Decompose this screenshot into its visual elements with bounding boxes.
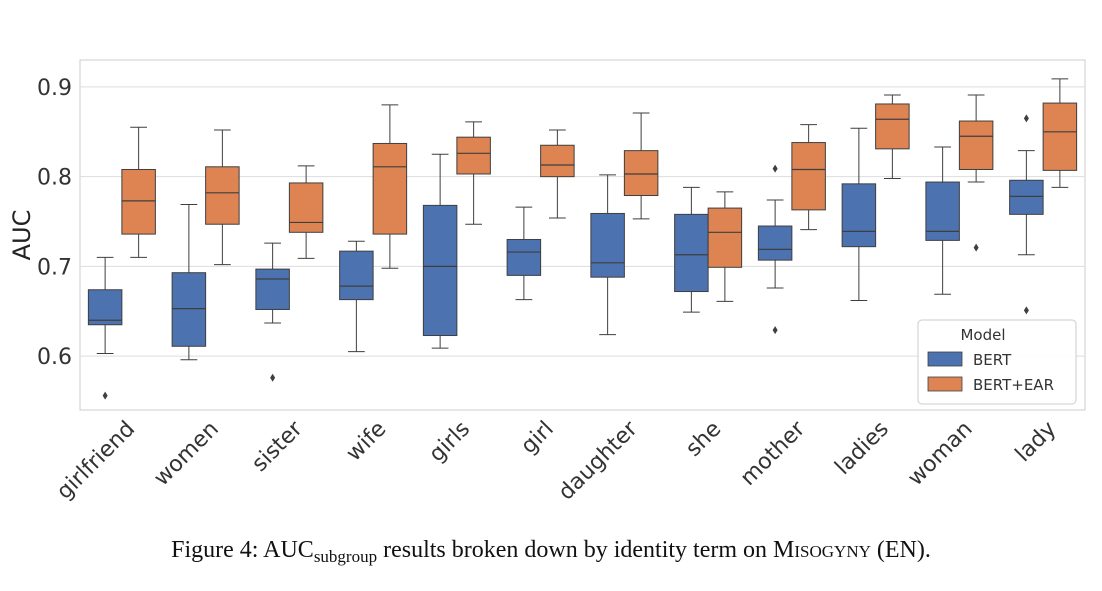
box-iqr xyxy=(925,181,960,241)
box-iqr xyxy=(372,142,408,235)
y-tick-label: 0.9 xyxy=(37,76,72,101)
caption-prefix: Figure 4: AUC xyxy=(171,537,314,563)
x-tick-label: lady xyxy=(1011,417,1062,468)
box-iqr xyxy=(841,183,877,248)
box-iqr xyxy=(707,207,743,268)
box-bert-ear-woman xyxy=(958,94,994,252)
box-bert-ear-girls xyxy=(456,121,491,225)
outlier-point xyxy=(270,373,276,382)
x-tick-label: she xyxy=(681,417,726,462)
box-iqr xyxy=(875,103,910,150)
outlier-point xyxy=(1023,306,1029,315)
box-bert-girlfriend xyxy=(87,256,123,400)
box-bert-she xyxy=(674,186,709,313)
box-bert-ear-daughter xyxy=(623,112,659,220)
x-tick-label: women xyxy=(149,417,224,492)
box-iqr xyxy=(623,150,659,197)
x-tick-label: sister xyxy=(247,416,308,477)
box-bert-girls xyxy=(422,153,458,349)
x-tick-label: ladies xyxy=(830,417,893,480)
legend: Model BERT BERT+EAR xyxy=(917,319,1077,405)
x-tick-label: wife xyxy=(342,417,392,467)
box-bert-ear-ladies xyxy=(875,94,910,179)
legend-swatch xyxy=(927,351,963,367)
x-tick-label: girls xyxy=(424,417,475,468)
box-bert-ear-lady xyxy=(1042,78,1078,188)
caption-dataset: Misogyny xyxy=(773,537,871,563)
box-iqr xyxy=(540,144,575,178)
box-bert-ear-girlfriend xyxy=(121,126,156,258)
outlier-point xyxy=(1023,114,1029,123)
x-tick-label: mother xyxy=(736,416,811,491)
legend-swatch xyxy=(927,376,963,392)
box-bert-women xyxy=(171,203,207,361)
box-bert-ear-girl xyxy=(540,129,575,219)
box-iqr xyxy=(288,182,324,233)
box-bert-ear-mother xyxy=(791,124,826,231)
x-tick-label: girl xyxy=(516,417,559,460)
figure-caption: Figure 4: AUCsubgroup results broken dow… xyxy=(0,537,1102,567)
box-iqr xyxy=(1009,179,1044,215)
box-iqr xyxy=(506,238,542,276)
legend-title: Model xyxy=(960,326,1005,344)
box-iqr xyxy=(339,250,374,301)
caption-subscript: subgroup xyxy=(313,547,378,566)
x-tick-label: daughter xyxy=(554,416,643,505)
legend-entry-label: BERT+EAR xyxy=(973,376,1054,394)
caption-middle: results broken down by identity term on xyxy=(377,537,774,563)
box-iqr xyxy=(757,225,793,261)
box-bert-ear-she xyxy=(707,191,743,302)
box-iqr xyxy=(590,212,625,278)
box-iqr xyxy=(791,142,826,211)
box-bert-wife xyxy=(339,240,374,353)
box-iqr xyxy=(422,204,458,337)
y-tick-label: 0.7 xyxy=(37,255,72,280)
box-bert-woman xyxy=(925,146,960,295)
box-bert-sister xyxy=(255,242,290,382)
outlier-point xyxy=(102,391,108,400)
box-iqr xyxy=(1042,102,1078,171)
outlier-point xyxy=(973,243,979,252)
box-iqr xyxy=(958,120,994,170)
box-bert-daughter xyxy=(590,174,625,336)
legend-entry-label: BERT xyxy=(973,351,1012,369)
box-iqr xyxy=(205,166,240,225)
box-iqr xyxy=(674,213,709,293)
y-axis-label: AUC xyxy=(8,210,36,261)
box-bert-girl xyxy=(506,206,542,301)
box-bert-ear-women xyxy=(205,129,240,266)
y-tick-label: 0.6 xyxy=(37,345,72,370)
outlier-point xyxy=(772,326,778,335)
box-iqr xyxy=(171,272,207,347)
box-iqr xyxy=(87,289,123,326)
caption-suffix: (EN). xyxy=(870,537,931,563)
box-bert-lady xyxy=(1009,114,1044,315)
outlier-point xyxy=(772,164,778,173)
box-bert-ear-wife xyxy=(372,104,408,269)
box-iqr xyxy=(255,268,290,310)
y-tick-label: 0.8 xyxy=(37,166,72,191)
box-iqr xyxy=(121,168,156,235)
box-iqr xyxy=(456,136,491,175)
box-bert-ear-sister xyxy=(288,165,324,259)
x-tick-label: woman xyxy=(903,417,977,491)
box-bert-mother xyxy=(757,164,793,335)
box-bert-ladies xyxy=(841,127,877,302)
boxplot-chart: 0.6 0.7 0.8 0.9 AUC girlfriend women sister wife… xyxy=(8,59,1086,505)
x-tick-label: girlfriend xyxy=(52,417,140,505)
